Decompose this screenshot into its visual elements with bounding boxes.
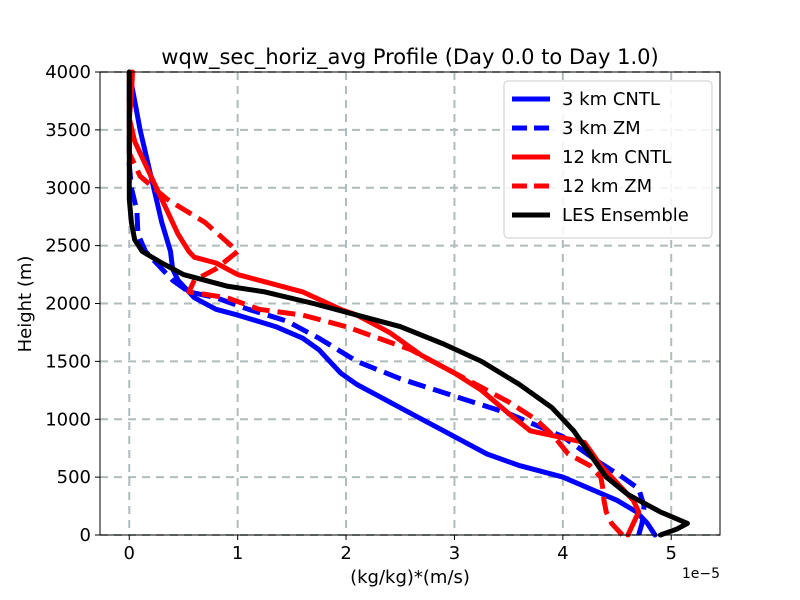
y-axis-label: Height (m) (15, 256, 36, 353)
axes: 0 1 2 3 4 5 0 500 1000 1500 2000 2500 3000 3500 4000 (45, 62, 677, 564)
legend-label-4: LES Ensemble (562, 205, 689, 226)
legend-label-3: 12 km ZM (562, 176, 652, 197)
y-tick-label-3: 1500 (45, 351, 91, 372)
x-axis-offset-label: 1e−5 (682, 566, 720, 582)
chart-title: wqw_sec_horiz_avg Profile (Day 0.0 to Da… (161, 45, 658, 70)
legend: 3 km CNTL 3 km ZM 12 km CNTL 12 km ZM LES En… (503, 80, 713, 239)
x-tick-label-5: 5 (665, 543, 676, 564)
y-tick-label-6: 3000 (45, 178, 91, 199)
legend-label-2: 12 km CNTL (562, 147, 671, 168)
series-line-12-km-zm (126, 72, 625, 537)
x-tick-label-1: 1 (232, 543, 243, 564)
series-line-3-km-zm (126, 72, 647, 536)
x-tick-label-4: 4 (557, 543, 568, 564)
x-tick-label-2: 2 (340, 543, 351, 564)
y-tick-label-1: 500 (57, 467, 91, 488)
legend-box (503, 80, 713, 239)
y-tick-label-7: 3500 (45, 120, 91, 141)
y-tick-label-4: 2000 (45, 294, 91, 315)
x-tick-label-3: 3 (449, 543, 460, 564)
legend-label-0: 3 km CNTL (562, 89, 660, 110)
grid-lines (100, 71, 720, 536)
legend-label-1: 3 km ZM (562, 118, 641, 139)
y-tick-label-2: 1000 (45, 409, 91, 430)
y-tick-label-0: 0 (80, 525, 91, 546)
y-tick-label-5: 2500 (45, 236, 91, 257)
series-line-les-ensemble (126, 69, 690, 538)
x-axis-label: (kg/kg)*(m/s) (350, 567, 470, 588)
x-tick-label-0: 0 (124, 543, 135, 564)
series-lines (126, 69, 690, 538)
y-tick-label-8: 4000 (45, 62, 91, 83)
